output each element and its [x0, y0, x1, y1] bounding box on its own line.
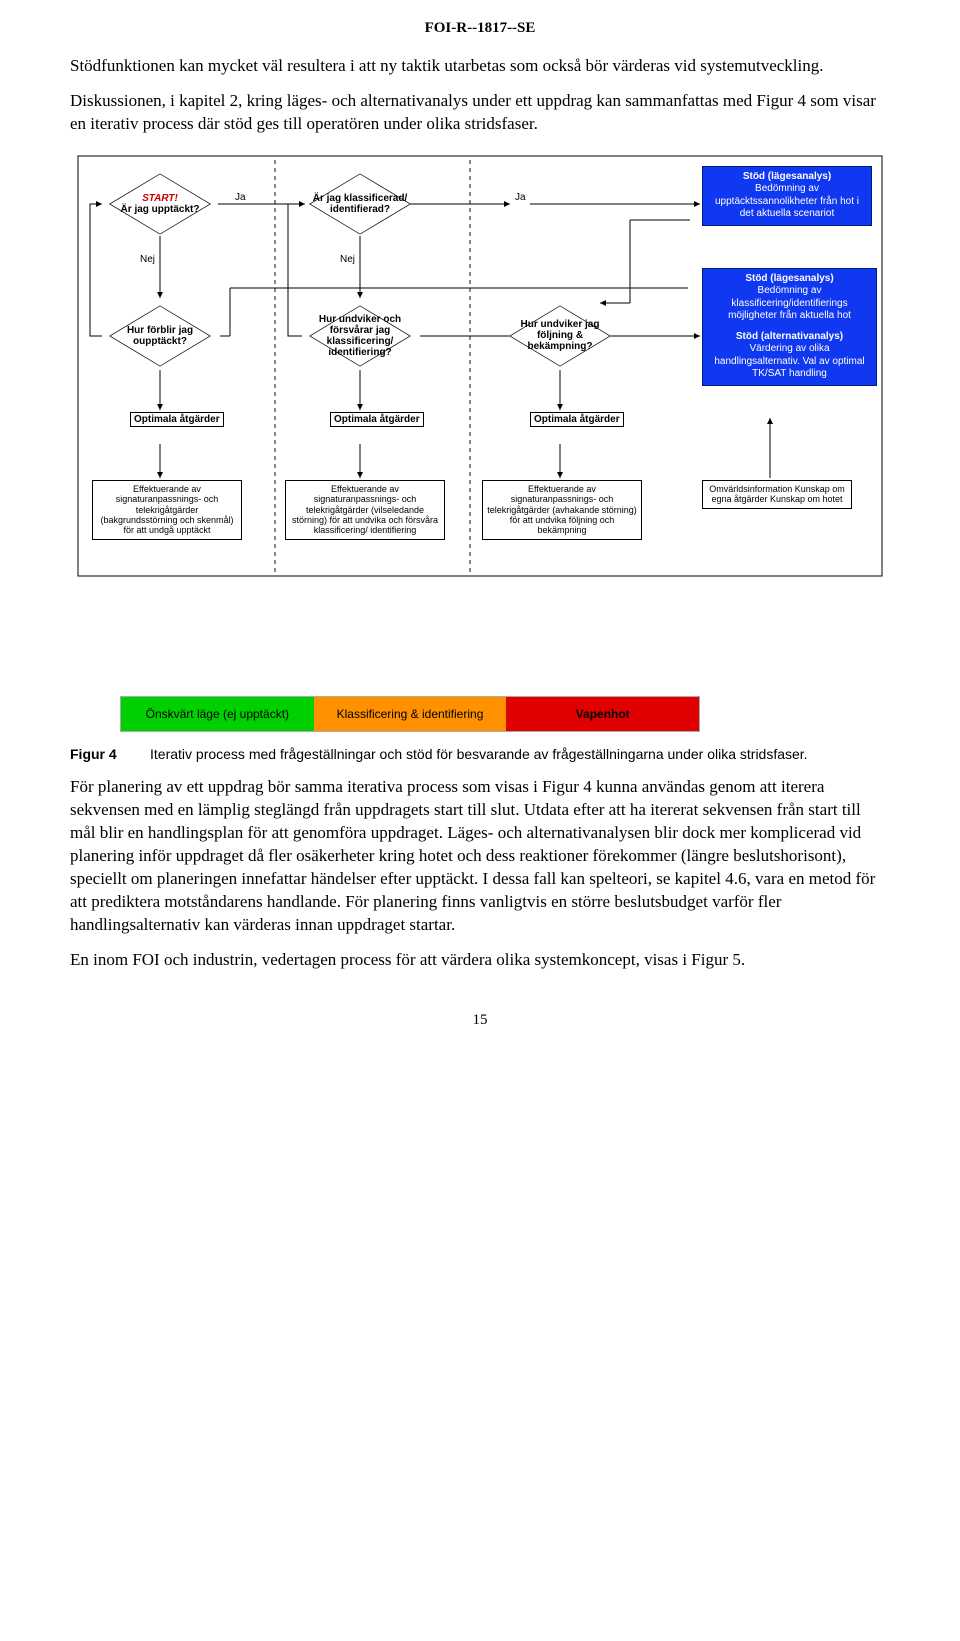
- process-flowchart: START!Är jag upptäckt? Ja Är jag klassif…: [70, 148, 890, 678]
- figure-caption-text: Iterativ process med frågeställningar oc…: [150, 746, 890, 762]
- effect-box-4: Omvärldsinformation Kunskap om egna åtgä…: [702, 480, 852, 509]
- start-question: Är jag upptäckt?: [121, 204, 200, 215]
- support-1-title: Stöd (lägesanalys): [709, 171, 865, 184]
- support-2-text1: Bedömning av klassificering/identifierin…: [728, 285, 851, 321]
- doc-header-code: FOI-R--1817--SE: [70, 20, 890, 37]
- decision-avoid-classification: Hur undviker och försvårar jag klassific…: [300, 300, 420, 372]
- paragraph-2: Diskussionen, i kapitel 2, kring läges- …: [70, 90, 890, 136]
- edge-ja-1: Ja: [235, 192, 246, 203]
- paragraph-3: För planering av ett uppdrag bör samma i…: [70, 776, 890, 937]
- decision-classified: Är jag klassificerad/ identifierad?: [300, 168, 420, 240]
- effect-box-2: Effektuerande av signaturanpassnings- oc…: [285, 480, 445, 540]
- phase-legend: Önskvärt läge (ej upptäckt) Klassificeri…: [120, 696, 700, 732]
- support-1-text: Bedömning av upptäcktssannolikheter från…: [715, 183, 859, 219]
- edge-nej-1: Nej: [140, 254, 155, 265]
- support-box-1: Stöd (lägesanalys) Bedömning av upptäckt…: [702, 166, 872, 226]
- figure-label: Figur 4: [70, 746, 150, 762]
- support-2-title2: Stöd (alternativanalys): [709, 331, 870, 344]
- legend-orange: Klassificering & identifiering: [314, 697, 507, 731]
- start-label: START!: [142, 193, 178, 204]
- optimal-1: Optimala åtgärder: [130, 412, 224, 427]
- effect-box-3: Effektuerande av signaturanpassnings- oc…: [482, 480, 642, 540]
- support-box-2: Stöd (lägesanalys) Bedömning av klassifi…: [702, 268, 877, 386]
- paragraph-4: En inom FOI och industrin, vedertagen pr…: [70, 949, 890, 972]
- optimal-2: Optimala åtgärder: [330, 412, 424, 427]
- optimal-3: Optimala åtgärder: [530, 412, 624, 427]
- figure-caption: Figur 4 Iterativ process med frågeställn…: [70, 746, 890, 762]
- decision-stay-undetected: Hur förblir jag oupptäckt?: [100, 300, 220, 372]
- page-number: 15: [70, 1012, 890, 1029]
- legend-red: Vapenhot: [506, 697, 699, 731]
- support-2-text2: Värdering av olika handlingsalternativ. …: [714, 343, 864, 379]
- edge-nej-2: Nej: [340, 254, 355, 265]
- edge-ja-2: Ja: [515, 192, 526, 203]
- legend-green: Önskvärt läge (ej upptäckt): [121, 697, 314, 731]
- effect-box-1: Effektuerande av signaturanpassnings- oc…: [92, 480, 242, 540]
- paragraph-1: Stödfunktionen kan mycket väl resultera …: [70, 55, 890, 78]
- decision-start: START!Är jag upptäckt?: [100, 168, 220, 240]
- support-2-title1: Stöd (lägesanalys): [709, 273, 870, 286]
- decision-avoid-tracking: Hur undviker jag följning & bekämpning?: [500, 300, 620, 372]
